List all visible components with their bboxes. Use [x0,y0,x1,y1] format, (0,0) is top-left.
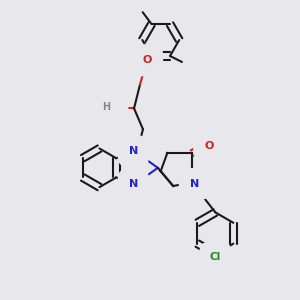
Text: O: O [108,103,117,113]
Text: Cl: Cl [210,252,221,262]
Text: N: N [129,179,138,189]
Text: H: H [102,102,110,112]
Text: O: O [204,141,214,151]
Text: O: O [143,55,152,65]
Text: N: N [190,179,199,189]
Text: N: N [129,146,138,157]
